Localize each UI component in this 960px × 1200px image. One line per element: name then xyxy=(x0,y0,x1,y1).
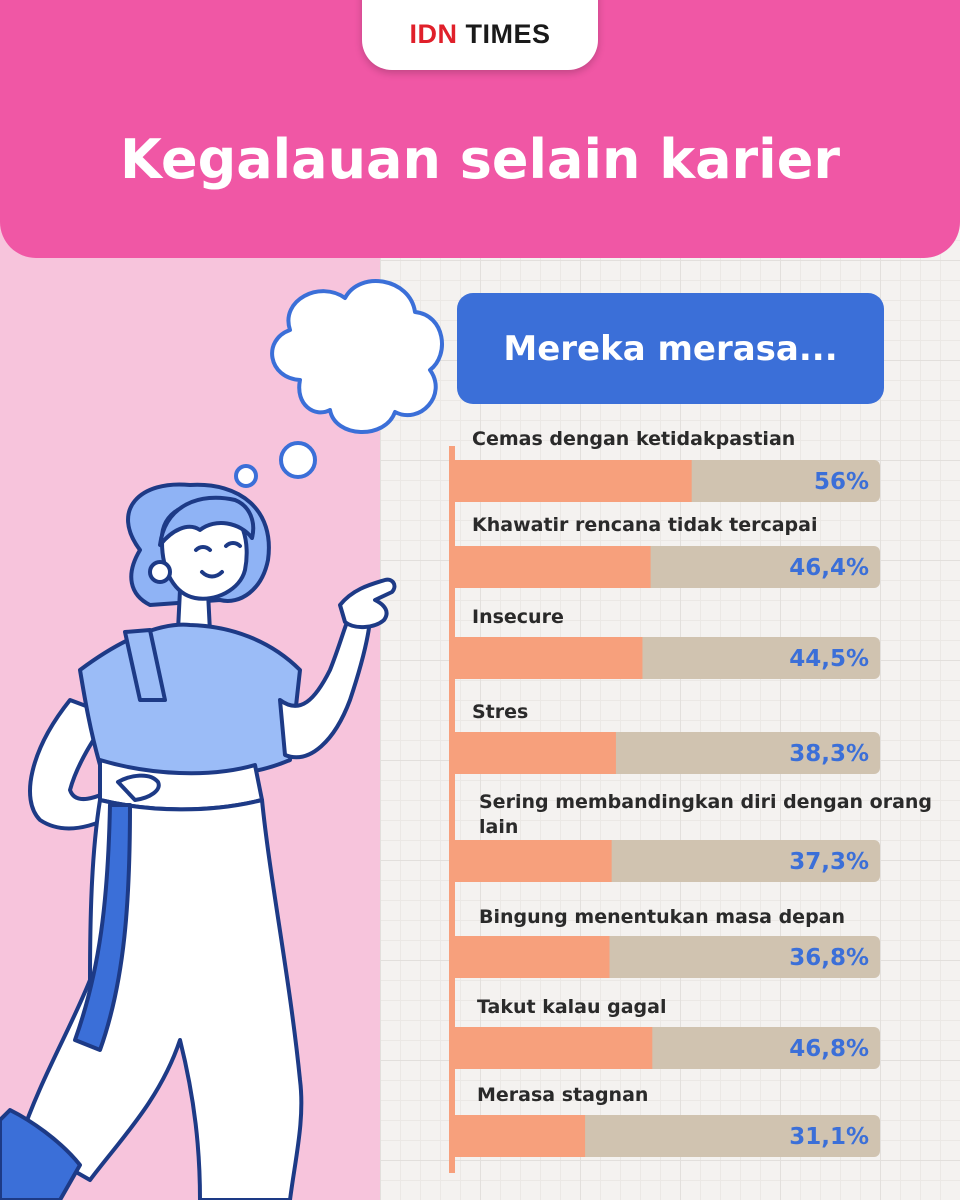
page-title: Kegalauan selain karier xyxy=(120,128,840,191)
subtitle-banner: Mereka merasa... xyxy=(457,293,884,404)
bar xyxy=(452,732,616,774)
logo-times-text: TIMES xyxy=(465,18,551,49)
bar xyxy=(452,637,643,679)
bar-category-label: Bingung menentukan masa depan xyxy=(479,906,845,928)
bar-category-label: Insecure xyxy=(472,606,564,628)
woman-pointing-illustration xyxy=(0,279,444,1200)
woman-figure xyxy=(0,482,397,1200)
bar xyxy=(452,1027,653,1069)
bar-category-label: Sering membandingkan diri dengan orang la… xyxy=(479,791,932,838)
bar-value-label: 46,4% xyxy=(789,555,869,581)
idn-times-logo: IDN TIMES xyxy=(362,0,598,70)
bar-value-label: 31,1% xyxy=(789,1124,869,1150)
bar xyxy=(452,840,612,882)
bar-category-label: Stres xyxy=(472,701,528,723)
bar xyxy=(452,936,610,978)
bar-value-label: 38,3% xyxy=(789,741,869,767)
bar-value-label: 56% xyxy=(814,469,869,495)
bar-category-label: Cemas dengan ketidakpastian xyxy=(472,428,795,450)
thought-bubble-icon xyxy=(234,279,444,488)
bar xyxy=(452,546,651,588)
bar-value-label: 46,8% xyxy=(789,1036,869,1062)
bar-category-label: Takut kalau gagal xyxy=(477,996,666,1018)
bar-value-label: 37,3% xyxy=(789,849,869,875)
bar-value-label: 44,5% xyxy=(789,646,869,672)
header-banner: IDN TIMES Kegalauan selain karier xyxy=(0,0,960,258)
bar xyxy=(452,460,692,502)
bar xyxy=(452,1115,586,1157)
bar-value-label: 36,8% xyxy=(789,945,869,971)
bar-category-label: Merasa stagnan xyxy=(477,1084,648,1106)
chart-axis-line xyxy=(449,446,455,1173)
bar-category-label: Khawatir rencana tidak tercapai xyxy=(472,514,817,536)
logo-idn-text: IDN xyxy=(409,18,458,49)
